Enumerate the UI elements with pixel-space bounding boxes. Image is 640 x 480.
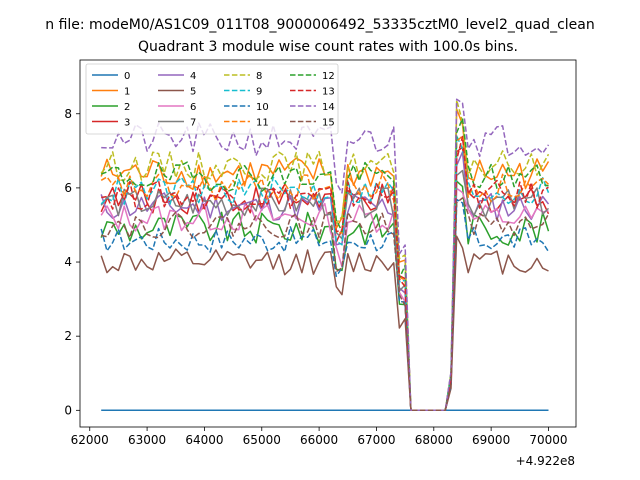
x-tick-label: 67000 [357,433,395,447]
x-tick-label: 64000 [185,433,223,447]
x-tick-label: 70000 [529,433,567,447]
y-tick-label: 0 [64,403,72,417]
legend-label-9: 9 [256,87,262,98]
legend-box [85,63,339,135]
series-line-9 [100,135,550,412]
legend-label-6: 6 [190,102,196,113]
y-tick-label: 2 [64,329,72,343]
y-tick-label: 6 [64,181,72,195]
legend-label-15: 15 [322,118,335,129]
series-line-13 [101,135,549,412]
legend-label-14: 14 [322,102,335,113]
legend-label-4: 4 [190,71,196,82]
x-offset-label: +4.922e8 [516,454,575,468]
legend-label-10: 10 [256,102,269,113]
x-tick-label: 62000 [71,433,109,447]
chart-title: Quadrant 3 module wise count rates with … [138,39,518,55]
legend-label-12: 12 [322,71,335,82]
axes: 62000 63000 64000 65000 66000 67000 68000 69000… [64,59,577,447]
legend-label-1: 1 [124,87,130,98]
legend-label-8: 8 [256,71,262,82]
series-line-10 [100,198,550,412]
axes-frame [79,59,577,428]
y-tick-label: 4 [64,255,72,269]
series-layer [100,98,550,412]
x-tick-label: 68000 [415,433,453,447]
figure-suptitle: n file: modeM0/AS1C09_011T08_9000006492_… [45,17,594,33]
legend-label-0: 0 [124,71,130,82]
legend-label-3: 3 [124,118,130,129]
legend-label-7: 7 [190,118,196,129]
x-tick-label: 69000 [472,433,510,447]
series-line-5 [100,235,549,412]
x-tick-label: 65000 [243,433,281,447]
series-line-8 [100,99,550,412]
x-tick-label: 66000 [300,433,338,447]
legend-label-2: 2 [124,102,130,113]
series-line-15 [101,197,550,412]
y-tick-label: 8 [64,107,72,121]
legend-label-11: 11 [256,118,269,129]
series-line-3 [100,146,550,412]
x-tick-label: 63000 [128,433,166,447]
legend-label-13: 13 [322,87,335,98]
legend-label-5: 5 [190,87,196,98]
